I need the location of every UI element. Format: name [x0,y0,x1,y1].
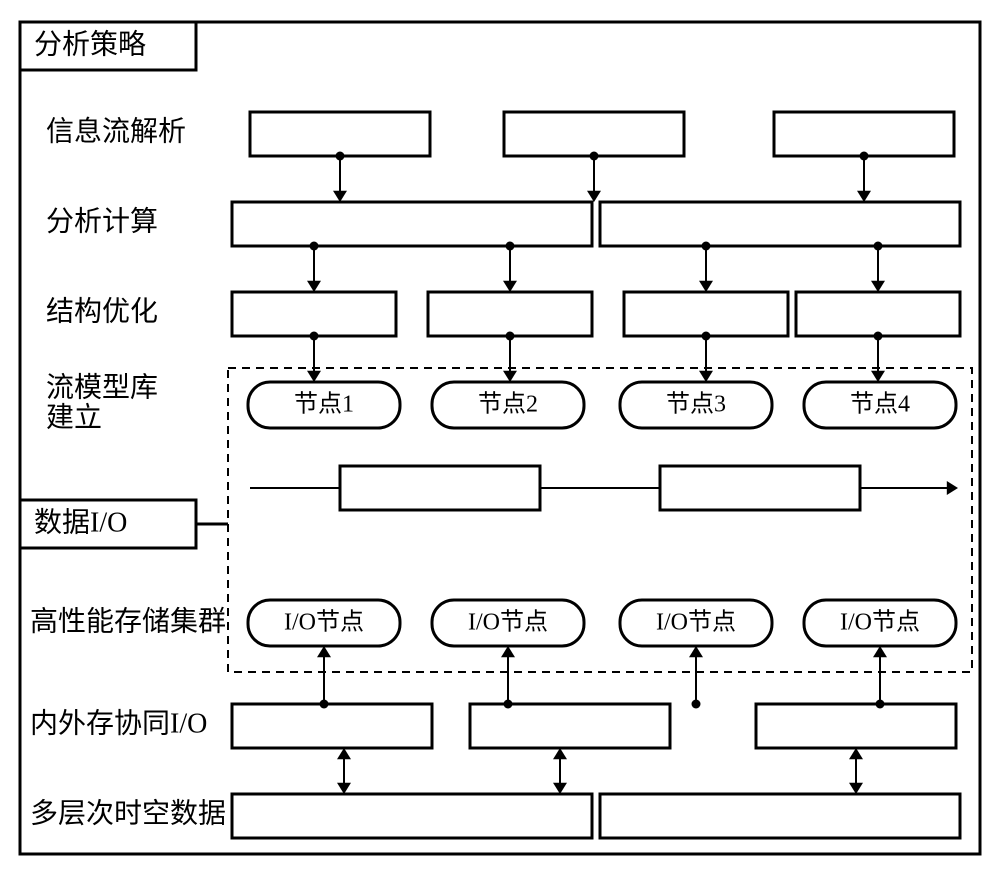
svg-text:数据I/O: 数据I/O [34,506,127,538]
io-node-1-label: I/O节点 [284,609,364,636]
row-label-r5: 高性能存储集群 [30,605,226,637]
svg-text:分析策略: 分析策略 [34,28,146,60]
io-node-4: I/O节点 [804,600,956,646]
node-3-label: 节点3 [666,391,726,418]
section1-title: 分析策略 [20,22,196,70]
node-2-label: 节点2 [478,391,538,418]
row-label-r6: 内外存协同I/O [30,707,207,739]
section2-title: 数据I/O [20,500,196,548]
row-label-r4b: 建立 [46,401,102,433]
row-label-r2: 分析计算 [46,205,158,237]
node-4: 节点4 [804,382,956,428]
node-1-label: 节点1 [294,391,354,418]
row-label-r4a: 流模型库 [46,371,158,403]
node-3: 节点3 [620,382,772,428]
io-node-2: I/O节点 [432,600,584,646]
io-node-3-label: I/O节点 [656,609,736,636]
io-node-1: I/O节点 [248,600,400,646]
io-node-2-label: I/O节点 [468,609,548,636]
row-label-r7: 多层次时空数据 [30,797,226,829]
row-label-r1: 信息流解析 [46,115,186,147]
node-1: 节点1 [248,382,400,428]
io-node-4-label: I/O节点 [840,609,920,636]
row-label-r3: 结构优化 [46,295,158,327]
node-4-label: 节点4 [850,391,910,418]
io-node-3: I/O节点 [620,600,772,646]
node-2: 节点2 [432,382,584,428]
